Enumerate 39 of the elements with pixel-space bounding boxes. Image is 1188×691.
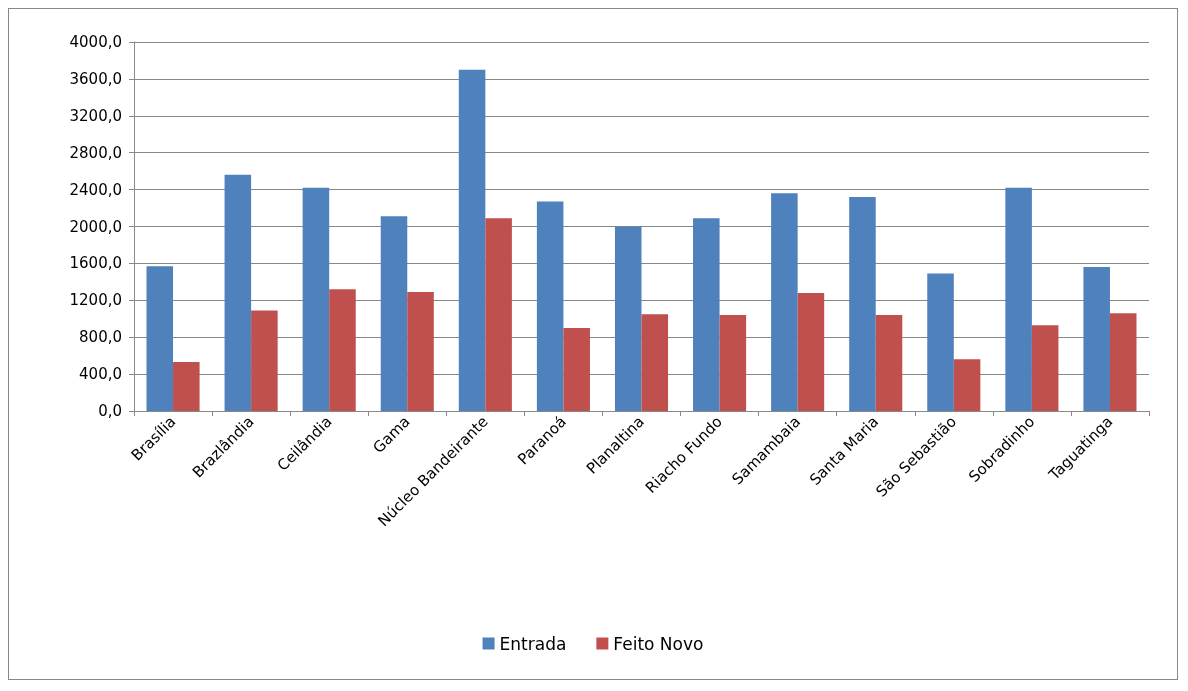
y-tick-label: 3600,0 bbox=[69, 69, 122, 88]
bar bbox=[719, 315, 747, 411]
bar bbox=[485, 218, 512, 411]
y-tick-label: 4000,0 bbox=[69, 33, 122, 51]
y-tick-label: 1200,0 bbox=[69, 291, 122, 310]
bar bbox=[849, 196, 876, 411]
bar bbox=[251, 310, 278, 411]
bar bbox=[407, 292, 434, 411]
bar bbox=[875, 315, 903, 411]
legend-label: Entrada bbox=[499, 633, 567, 654]
y-tick-label: 1600,0 bbox=[69, 254, 122, 273]
y-tick-label: 2000,0 bbox=[69, 217, 122, 236]
bar bbox=[302, 187, 330, 411]
y-tick-label: 3200,0 bbox=[69, 106, 122, 125]
y-tick-label: 800,0 bbox=[79, 328, 122, 347]
bar bbox=[380, 216, 408, 411]
bar bbox=[224, 174, 252, 411]
y-tick-label: 400,0 bbox=[79, 365, 122, 384]
bar bbox=[641, 314, 669, 411]
bar bbox=[458, 69, 486, 411]
bar bbox=[1083, 267, 1110, 411]
legend-label: Feito Novo bbox=[613, 633, 704, 654]
bar bbox=[536, 201, 564, 411]
bar bbox=[563, 327, 590, 411]
bar bbox=[173, 362, 200, 411]
bar bbox=[614, 226, 642, 411]
bar bbox=[1031, 325, 1059, 411]
bar bbox=[927, 273, 954, 411]
bar bbox=[771, 193, 798, 411]
y-tick-label: 0,0 bbox=[98, 402, 122, 420]
bar bbox=[797, 292, 825, 411]
bar bbox=[329, 289, 356, 411]
bar bbox=[693, 218, 720, 411]
bar bbox=[146, 266, 174, 411]
bar bbox=[1005, 187, 1032, 411]
bar bbox=[1109, 313, 1137, 411]
y-tick-label: 2800,0 bbox=[69, 143, 122, 162]
y-tick-label: 2400,0 bbox=[69, 180, 122, 199]
bar bbox=[953, 359, 981, 411]
